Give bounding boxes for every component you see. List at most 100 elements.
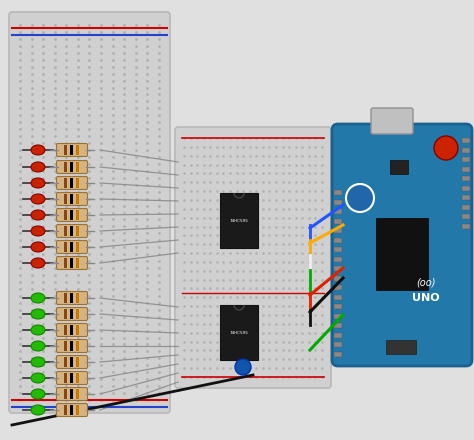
FancyBboxPatch shape	[56, 371, 88, 385]
Bar	[64, 162, 67, 172]
Bar	[76, 405, 79, 415]
Ellipse shape	[31, 162, 45, 172]
Bar	[462, 157, 470, 162]
Bar	[70, 258, 73, 268]
Bar	[64, 226, 67, 236]
Bar	[386, 340, 416, 354]
Bar	[334, 228, 342, 233]
Bar	[334, 333, 342, 337]
FancyBboxPatch shape	[56, 161, 88, 173]
Bar	[220, 193, 258, 248]
Bar	[334, 199, 342, 205]
FancyBboxPatch shape	[56, 292, 88, 304]
Bar	[76, 258, 79, 268]
Ellipse shape	[31, 325, 45, 335]
Bar	[70, 373, 73, 383]
Bar	[462, 147, 470, 153]
Bar	[76, 162, 79, 172]
Bar	[334, 313, 342, 319]
FancyBboxPatch shape	[175, 127, 331, 388]
FancyBboxPatch shape	[332, 124, 472, 366]
Text: (oo): (oo)	[416, 277, 436, 287]
Ellipse shape	[31, 405, 45, 415]
Bar	[64, 325, 67, 335]
Bar	[334, 285, 342, 290]
Bar	[462, 214, 470, 219]
FancyBboxPatch shape	[56, 388, 88, 400]
Bar	[76, 389, 79, 399]
Bar	[220, 305, 258, 360]
Bar	[70, 178, 73, 188]
Text: 74HC595: 74HC595	[229, 219, 248, 223]
FancyBboxPatch shape	[56, 193, 88, 205]
Bar	[76, 293, 79, 303]
Bar	[76, 145, 79, 155]
Bar	[76, 325, 79, 335]
Bar	[462, 186, 470, 191]
Bar	[70, 309, 73, 319]
Circle shape	[434, 136, 458, 160]
Bar	[70, 405, 73, 415]
Bar	[70, 389, 73, 399]
Bar	[76, 178, 79, 188]
Ellipse shape	[31, 341, 45, 351]
Bar	[70, 162, 73, 172]
Bar	[76, 210, 79, 220]
Bar	[334, 257, 342, 261]
Ellipse shape	[31, 242, 45, 252]
Bar	[334, 247, 342, 252]
Bar	[462, 138, 470, 143]
Ellipse shape	[31, 226, 45, 236]
FancyBboxPatch shape	[56, 241, 88, 253]
FancyBboxPatch shape	[56, 403, 88, 417]
Ellipse shape	[31, 373, 45, 383]
Bar	[76, 242, 79, 252]
Bar	[64, 373, 67, 383]
Bar	[334, 238, 342, 242]
Ellipse shape	[31, 194, 45, 204]
Bar	[64, 145, 67, 155]
Bar	[70, 293, 73, 303]
Bar	[76, 226, 79, 236]
Ellipse shape	[31, 293, 45, 303]
Bar	[76, 194, 79, 204]
Circle shape	[346, 184, 374, 212]
Bar	[76, 357, 79, 367]
Bar	[334, 352, 342, 356]
Bar	[334, 304, 342, 309]
Bar	[334, 219, 342, 224]
Bar	[70, 210, 73, 220]
Bar	[462, 166, 470, 172]
FancyBboxPatch shape	[9, 12, 170, 413]
Bar	[64, 210, 67, 220]
Bar	[70, 357, 73, 367]
Bar	[64, 194, 67, 204]
FancyBboxPatch shape	[56, 340, 88, 352]
Ellipse shape	[31, 178, 45, 188]
Bar	[76, 309, 79, 319]
Text: UNO: UNO	[412, 293, 440, 303]
Bar	[64, 357, 67, 367]
Bar	[70, 226, 73, 236]
Bar	[64, 293, 67, 303]
Bar	[334, 294, 342, 300]
Bar	[334, 266, 342, 271]
Bar	[334, 342, 342, 347]
Bar	[64, 405, 67, 415]
Bar	[76, 373, 79, 383]
FancyBboxPatch shape	[56, 308, 88, 320]
Bar	[64, 341, 67, 351]
Bar	[462, 205, 470, 209]
Bar	[64, 309, 67, 319]
Bar	[70, 194, 73, 204]
Circle shape	[235, 359, 251, 375]
Ellipse shape	[31, 258, 45, 268]
Bar	[64, 242, 67, 252]
Bar	[64, 389, 67, 399]
FancyBboxPatch shape	[56, 323, 88, 337]
FancyBboxPatch shape	[56, 224, 88, 238]
Bar	[462, 224, 470, 228]
Ellipse shape	[31, 389, 45, 399]
Ellipse shape	[31, 357, 45, 367]
Bar	[64, 178, 67, 188]
